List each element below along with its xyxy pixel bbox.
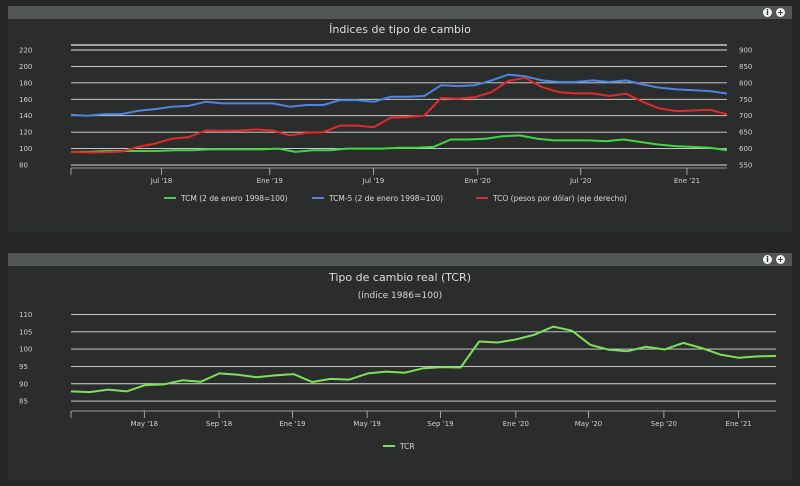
y-tick-label: 160 (19, 96, 32, 104)
x-tick-label: Sep '20 (651, 420, 677, 428)
y-tick-label: 105 (19, 328, 32, 336)
y-right-tick-label: 700 (739, 112, 752, 120)
x-tick-label: Jul '20 (569, 177, 592, 185)
y-right-tick-label: 900 (739, 47, 752, 55)
x-tick-label: Sep '18 (206, 420, 232, 428)
x-tick-label: Sep '19 (427, 420, 453, 428)
chart-subtitle: (índice 1986=100) (358, 291, 442, 301)
exchange-index-panel: i + Índices de tipo de cambio 80 100 120 140… (8, 6, 792, 232)
y-right-tick-label: 800 (739, 79, 752, 87)
x-tick-label: Ene '20 (503, 420, 529, 428)
x-tick-label: May '19 (353, 420, 381, 428)
y-tick-label: 80 (19, 162, 28, 170)
chart-title: Índices de tipo de cambio (329, 23, 471, 36)
y-tick-label: 220 (19, 47, 32, 55)
y-tick-label: 200 (19, 63, 32, 71)
chart-title: Tipo de cambio real (TCR) (328, 271, 471, 284)
real-exchange-chart: Tipo de cambio real (TCR) (índice 1986=10… (19, 271, 777, 451)
x-tick-label: Ene '21 (726, 420, 752, 428)
x-tick-label: Jul '19 (362, 177, 385, 185)
y-tick-label: 95 (19, 363, 28, 371)
y-tick-label: 90 (19, 380, 28, 388)
legend-label: TCM-5 (2 de enero 1998=100) (328, 194, 443, 203)
x-tick-label: Ene '19 (257, 177, 283, 185)
y-tick-label: 110 (19, 311, 32, 319)
y-right-tick-label: 850 (739, 63, 752, 71)
y-tick-label: 100 (19, 145, 32, 153)
y-right-tick-label: 650 (739, 129, 752, 137)
series-line-tco (70, 76, 728, 154)
x-tick-label: Ene '19 (279, 420, 305, 428)
y-right-tick-label: 750 (739, 96, 752, 104)
series-line-tcr (70, 325, 777, 394)
x-tick-label: Ene '20 (465, 177, 491, 185)
x-tick-label: Ene '21 (674, 177, 700, 185)
legend-label: TCO (pesos por dólar) (eje derecho) (492, 194, 627, 203)
y-right-tick-label: 600 (739, 145, 752, 153)
legend-label: TCR (399, 442, 415, 451)
y-right-tick-label: 550 (739, 162, 752, 170)
expand-icon[interactable]: + (776, 255, 785, 264)
x-tick-label: Jul '18 (150, 177, 173, 185)
real-exchange-panel: i + Tipo de cambio real (TCR) (índice 198… (8, 253, 792, 481)
series-line-tcm (71, 134, 728, 153)
x-tick-label: May '20 (575, 420, 603, 428)
x-tick-label: May '18 (131, 420, 159, 428)
y-tick-label: 85 (19, 398, 28, 406)
info-icon[interactable]: i (763, 8, 772, 17)
y-tick-label: 180 (19, 79, 32, 87)
expand-icon[interactable]: + (776, 8, 785, 17)
legend-label: TCM (2 de enero 1998=100) (180, 194, 288, 203)
y-tick-label: 140 (19, 112, 32, 120)
exchange-index-chart: Índices de tipo de cambio 80 100 120 140 160 1… (19, 23, 752, 203)
info-icon[interactable]: i (763, 255, 772, 264)
panel-header-bar: i + (8, 253, 792, 266)
y-tick-label: 120 (19, 129, 32, 137)
y-tick-label: 100 (19, 346, 32, 354)
panel-header-bar: i + (8, 6, 792, 19)
series-line-tcm-5 (70, 73, 728, 117)
